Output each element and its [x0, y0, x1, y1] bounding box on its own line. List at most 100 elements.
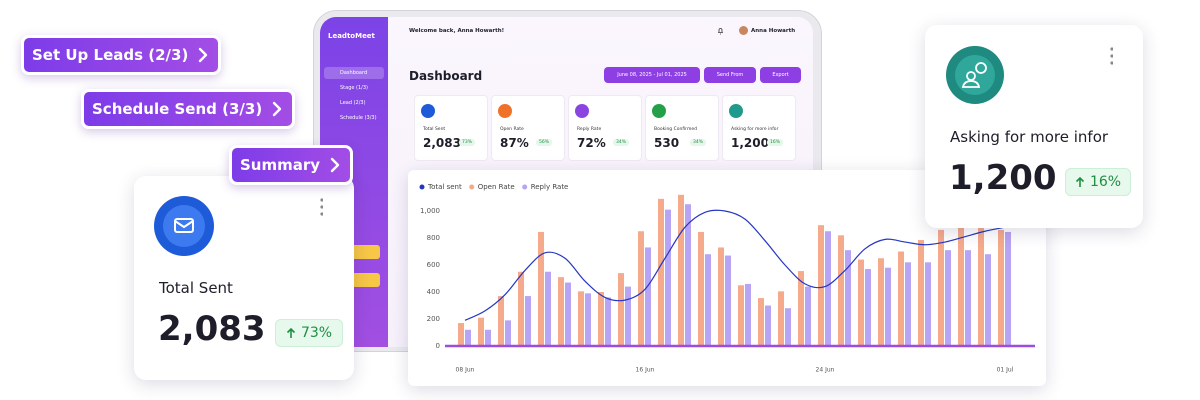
bar — [478, 317, 484, 346]
nav-item[interactable]: Schedule (3/3) — [340, 115, 377, 121]
bar — [898, 251, 904, 346]
x-tick-label: 24 Jun — [816, 367, 835, 374]
chevron-icon — [199, 47, 208, 63]
stat-value: 87% — [500, 136, 529, 150]
bar — [805, 286, 811, 346]
pill-text: Schedule Send (3/3) — [92, 100, 263, 118]
bar — [485, 329, 491, 346]
bell-icon[interactable] — [716, 26, 725, 35]
bar — [945, 250, 951, 346]
stat-card: Booking Confirmed 530 34% — [645, 95, 719, 161]
chevron-icon — [330, 157, 340, 173]
bar — [518, 271, 524, 346]
send-from-button[interactable]: Send From — [704, 67, 756, 83]
stat-icon — [729, 104, 743, 118]
stat-icon — [498, 104, 512, 118]
y-tick-label: 0 — [436, 342, 440, 350]
brand: LeadtoMeet — [328, 32, 375, 40]
stat-value: 2,083 — [423, 136, 461, 150]
bar — [558, 277, 564, 346]
bar — [705, 254, 711, 346]
export-button[interactable]: Export — [760, 67, 801, 83]
nav-item[interactable]: Lead (2/3) — [340, 100, 366, 106]
stat-change: 56% — [536, 139, 553, 146]
info-icon — [946, 46, 1004, 104]
stat-card: Open Rate 87% 56% — [491, 95, 565, 161]
bar — [458, 323, 464, 346]
bar — [718, 247, 724, 346]
bar — [858, 259, 864, 346]
bar — [565, 282, 571, 346]
card-label: Total Sent — [159, 279, 233, 297]
stat-icon — [652, 104, 666, 118]
step-pill[interactable]: Schedule Send (3/3) — [81, 89, 296, 129]
stat-change: 34% — [613, 139, 630, 146]
avatar[interactable] — [739, 26, 748, 35]
y-tick-label: 1,000 — [420, 207, 440, 215]
bar — [465, 329, 471, 346]
stat-icon — [421, 104, 435, 118]
y-tick-label: 600 — [427, 261, 440, 269]
up-arrow — [1075, 176, 1085, 187]
user-name[interactable]: Anna Howarth — [751, 28, 796, 34]
nav-item[interactable]: Dashboard — [324, 67, 384, 79]
bar — [845, 250, 851, 346]
bar — [1005, 231, 1011, 346]
nav-item[interactable]: Stage (1/3) — [340, 85, 368, 91]
bar — [985, 254, 991, 346]
chart-card: 0 200 400 600 800 1,000 Total sent Open Rate Rep… — [408, 170, 1046, 386]
bar — [585, 293, 591, 346]
total-sent-card: Total Sent 2,083 73% — [134, 176, 354, 380]
stat-label: Open Rate — [500, 127, 524, 132]
stat-change: 16% — [767, 139, 784, 146]
step-pill[interactable]: Summary — [229, 145, 354, 185]
bar — [605, 297, 611, 346]
change-badge: 73% — [275, 319, 343, 347]
bar — [938, 229, 944, 346]
legend-swatch — [469, 184, 475, 190]
legend-swatch — [522, 184, 528, 190]
bar — [965, 250, 971, 346]
x-tick-label: 01 Jul — [997, 367, 1014, 374]
stat-label: Reply Rate — [577, 127, 602, 132]
menu-icon[interactable] — [1110, 47, 1113, 65]
bar — [538, 231, 544, 346]
y-tick-label: 800 — [427, 234, 440, 242]
bar — [738, 285, 744, 346]
stat-value: 72% — [577, 136, 606, 150]
bar — [618, 273, 624, 346]
bar — [885, 267, 891, 346]
line-series — [464, 209, 1006, 321]
bar — [745, 283, 751, 346]
chart: 0 200 400 600 800 1,000 Total sent Open Rate Rep… — [419, 183, 1035, 374]
y-tick-label: 200 — [427, 315, 440, 323]
bar — [865, 269, 871, 346]
bar — [685, 204, 691, 346]
pill-text: Summary — [240, 156, 321, 174]
bar — [638, 231, 644, 346]
menu-icon[interactable] — [320, 198, 323, 216]
y-tick-label: 400 — [427, 288, 440, 296]
legend-label: Reply Rate — [531, 183, 569, 191]
stat-card: Asking for more infor 1,200 16% — [722, 95, 796, 161]
x-tick-label: 08 Jun — [456, 367, 475, 374]
stat-icon — [575, 104, 589, 118]
card-value: 1,200 — [949, 158, 1057, 198]
date-range-button[interactable]: June 08, 2025 - Jul 01, 2025 — [604, 67, 700, 83]
bar — [525, 296, 531, 346]
page-title: Dashboard — [409, 69, 483, 83]
stat-value: 530 — [654, 136, 680, 150]
bar — [798, 271, 804, 346]
bar — [958, 227, 964, 346]
asking-info-card: Asking for more infor 1,200 16% — [925, 25, 1143, 228]
stat-change: 34% — [690, 139, 707, 146]
step-pill[interactable]: Set Up Leads (2/3) — [21, 35, 222, 75]
stat-label: Asking for more infor — [731, 127, 779, 132]
stat-label: Booking Confirmed — [654, 127, 697, 132]
legend-label: Total sent — [427, 183, 462, 191]
card-value: 2,083 — [158, 309, 266, 349]
x-tick-label: 16 Jun — [636, 367, 655, 374]
bar — [625, 286, 631, 346]
